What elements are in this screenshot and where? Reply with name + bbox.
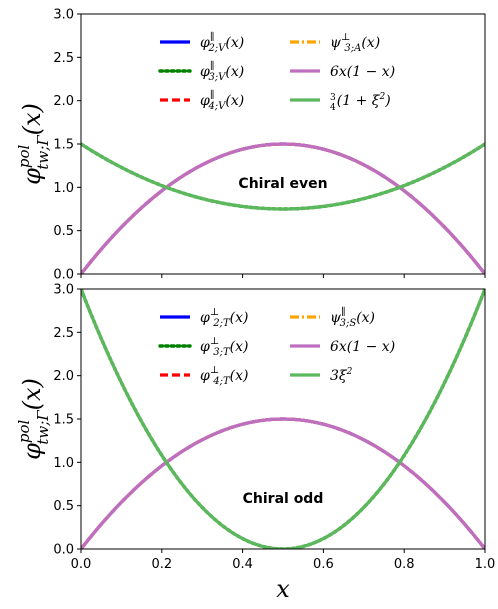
legend-entry: ψ⊥ 3;A(x) — [330, 32, 380, 54]
y-label-tail: (x) — [18, 103, 46, 135]
curves-bottom — [81, 289, 485, 549]
y-tick-label: 1.0 — [53, 456, 74, 471]
y-tick-label: 0.5 — [53, 224, 74, 239]
legend-entry: 6x(1 − x) — [330, 64, 395, 80]
y-tick-label: 3.0 — [53, 8, 74, 23]
x-tick-label: 1.0 — [475, 557, 496, 572]
legend-entry: 6x(1 − x) — [330, 339, 395, 355]
x-tick-label: 0.2 — [151, 557, 172, 572]
annotation-chiral-odd: Chiral odd — [243, 491, 324, 507]
series-line-4 — [81, 417, 485, 549]
legend-entry: φ⊥ 4;T(x) — [200, 365, 248, 387]
y-ticks-top: 0.0 0.5 1.0 1.5 2.0 2.5 3.0 — [53, 8, 486, 283]
y-tick-label: 0.0 — [53, 268, 74, 283]
annotation-chiral-even: Chiral even — [238, 176, 327, 192]
y-axis-label-bottom: φpoltw;Γ(x) — [15, 378, 52, 460]
x-ticks-bottom: 0.0 0.2 0.4 0.6 0.8 1.0 — [71, 549, 496, 572]
y-label-sup: pol — [15, 419, 33, 443]
y-label-sub: tw;Γ — [34, 410, 52, 445]
y-tick-label: 2.0 — [53, 369, 74, 384]
legend-entry: φ∥ 3;V(x) — [200, 60, 244, 83]
y-tick-label: 2.0 — [53, 94, 74, 109]
y-label-tail: (x) — [18, 378, 46, 410]
y-label-base: φ — [18, 443, 46, 460]
y-label-sup: pol — [15, 144, 33, 168]
y-ticks-bottom: 0.0 0.5 1.0 1.5 2.0 2.5 3.0 — [53, 283, 81, 558]
legend-entry: φ⊥ 2;T(x) — [200, 307, 248, 329]
series-line-5 — [81, 289, 485, 549]
x-tick-label: 0.6 — [313, 557, 334, 572]
x-tick-label: 0.0 — [71, 557, 92, 572]
legend-bottom: φ⊥ 2;T(x) φ⊥ 3;T(x) φ⊥ 4;T(x) ψ∥ 3;S(x) 6x(1 − x… — [158, 306, 395, 387]
legend-entry: 3ξ2 — [330, 367, 353, 384]
y-label-sub: tw;Γ — [34, 135, 52, 170]
x-tick-label: 0.8 — [394, 557, 415, 572]
y-label-base: φ — [18, 168, 46, 185]
curves-top — [81, 142, 485, 274]
y-tick-label: 3.0 — [53, 283, 74, 298]
legend-entry: φ∥ 4;V(x) — [200, 89, 244, 112]
y-tick-label: 1.0 — [53, 181, 74, 196]
legend-entry: ψ∥ 3;S(x) — [330, 306, 375, 329]
y-tick-label: 0.5 — [53, 499, 74, 514]
series-line-5 — [81, 142, 485, 211]
y-tick-label: 2.5 — [53, 51, 74, 66]
y-tick-label: 0.0 — [53, 543, 74, 558]
x-tick-label: 0.4 — [232, 557, 253, 572]
legend-entry: 3 4(1 + ξ2) — [330, 92, 391, 113]
legend-entry: φ⊥ 3;T(x) — [200, 336, 248, 358]
x-axis-label: x — [276, 575, 290, 603]
panel-top: 0.0 0.5 1.0 1.5 2.0 2.5 3.0 Chiral even φpoltw… — [15, 8, 486, 283]
legend-top: φ∥ 2;V(x) φ∥ 3;V(x) φ∥ 4;V(x) ψ⊥ 3;A(x) 6x(1 − x… — [158, 31, 395, 113]
y-axis-label-top: φpoltw;Γ(x) — [15, 103, 52, 185]
y-tick-label: 2.5 — [53, 326, 74, 341]
legend-entry: φ∥ 2;V(x) — [200, 31, 244, 54]
y-tick-label: 1.5 — [53, 413, 74, 428]
panel-bottom: 0.0 0.5 1.0 1.5 2.0 2.5 3.0 0.0 0.2 0.4 0.6 0.8 1.0… — [15, 283, 495, 573]
series-line-4 — [81, 142, 485, 274]
y-tick-label: 1.5 — [53, 138, 74, 153]
